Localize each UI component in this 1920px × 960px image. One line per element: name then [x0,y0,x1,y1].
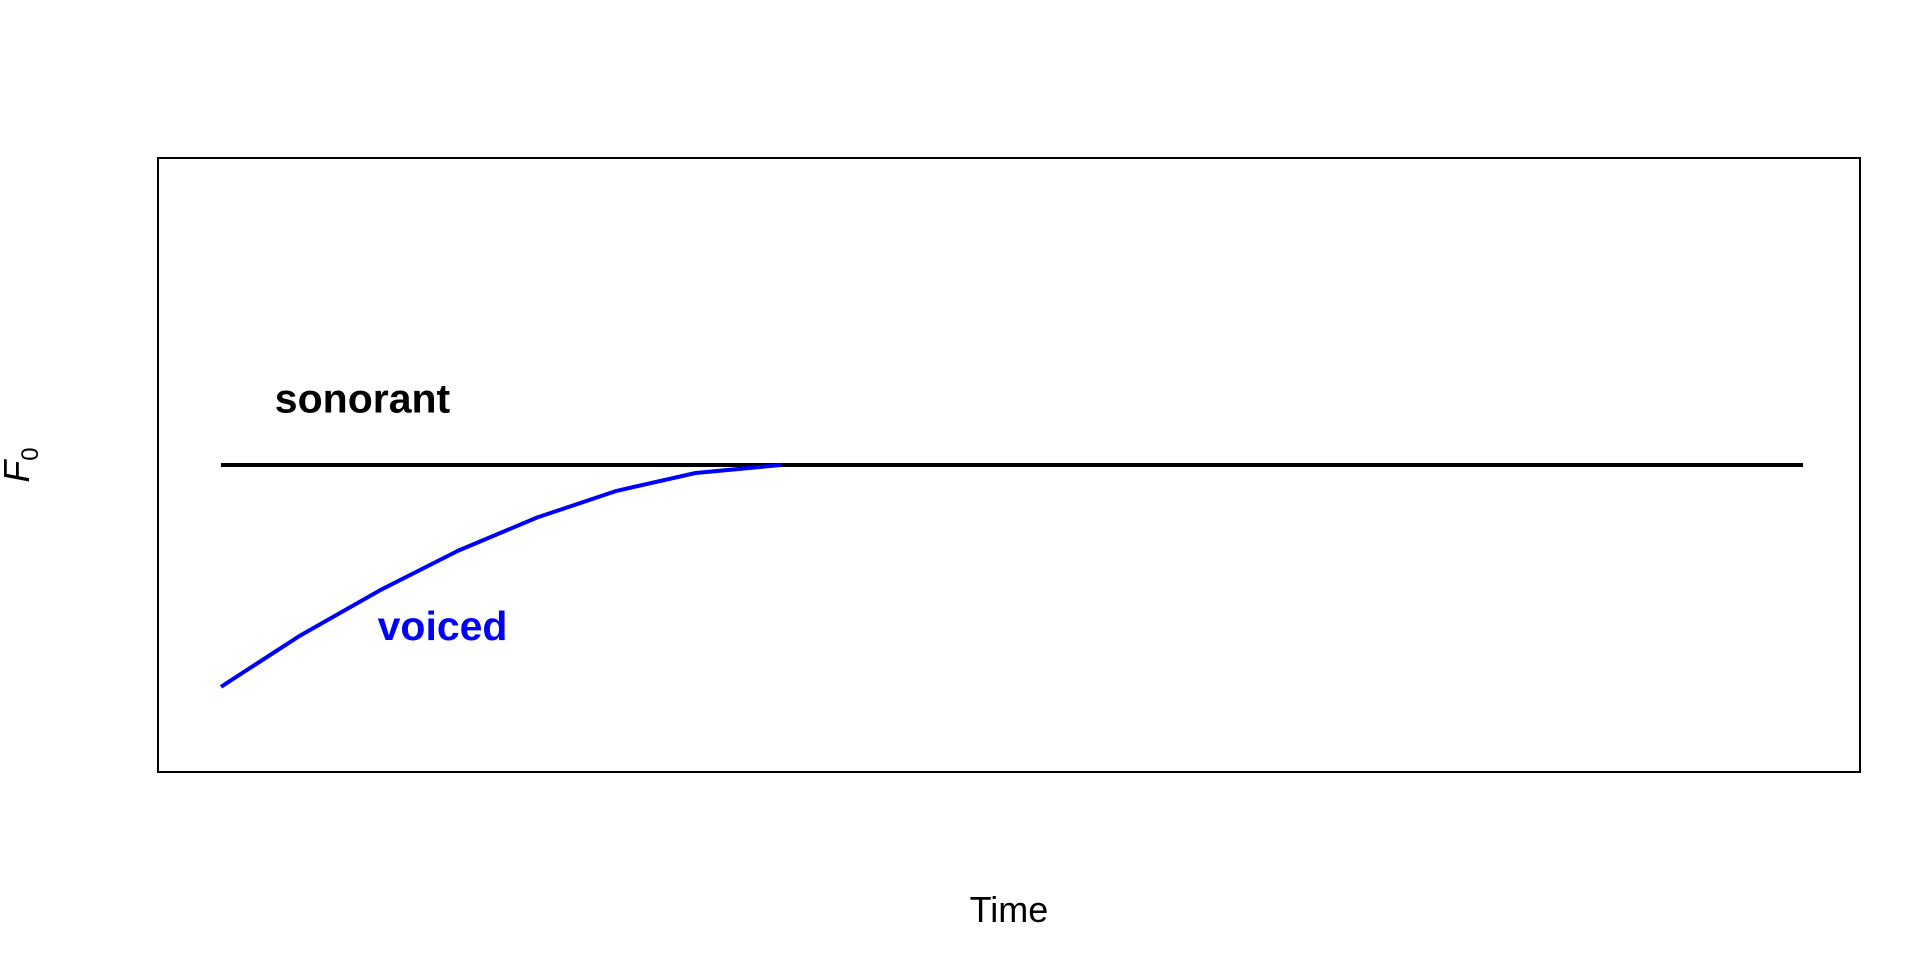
series-layer [219,463,1803,689]
y-axis-label-main: F [0,459,37,483]
series-label-voiced: voiced [378,603,508,649]
plot-frame [157,157,1861,773]
y-axis-label: F0 [0,447,44,482]
y-axis-label-subscript: 0 [17,447,44,460]
series-label-sonorant: sonorant [275,376,451,422]
x-axis-label: Time [970,889,1049,930]
annotation-layer: sonorant voiced [275,376,508,649]
series-line-voiced [219,463,782,689]
